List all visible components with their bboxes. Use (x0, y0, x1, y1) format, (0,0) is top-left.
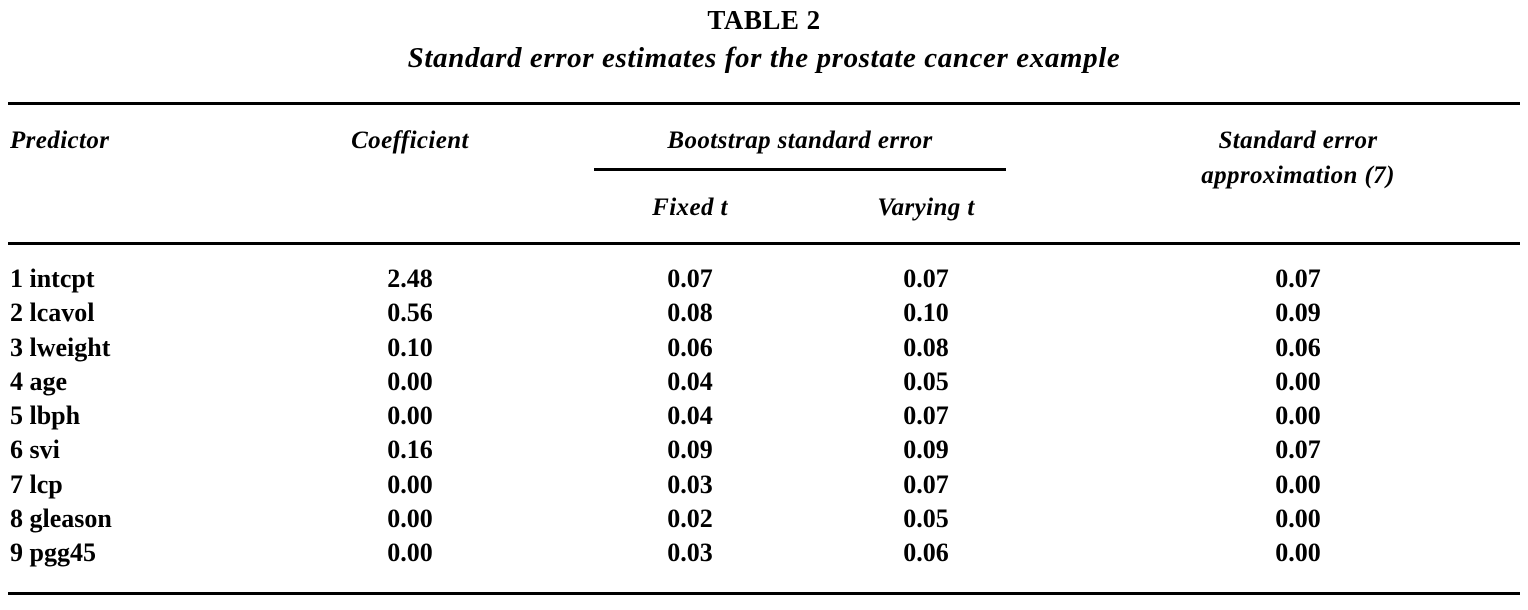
fixed-t-cell: 0.07 (667, 264, 713, 293)
approximation-cell: 0.00 (1275, 504, 1321, 534)
header-rule (8, 242, 1520, 245)
table-row: 4 age 0.00 0.04 0.05 0.00 (0, 365, 1528, 399)
predictor-cell: 3 lweight (10, 332, 111, 362)
approximation-cell: 0.00 (1275, 366, 1321, 396)
approximation-cell: 0.00 (1275, 469, 1321, 499)
coefficient-cell: 0.00 (387, 401, 433, 431)
bottom-rule (8, 592, 1520, 595)
table-body: 1 intcpt 2.48 0.07 0.07 0.07 2 lcavol 0.… (0, 262, 1528, 571)
fixed-t-cell: 0.04 (667, 401, 713, 431)
approximation-cell: 0.00 (1275, 401, 1321, 431)
fixed-t-cell: 0.08 (667, 298, 713, 328)
fixed-t-cell: 0.03 (667, 538, 713, 568)
table-row: 5 lbph 0.00 0.04 0.07 0.00 (0, 399, 1528, 433)
table-row: 9 pgg45 0.00 0.03 0.06 0.00 (0, 536, 1528, 570)
varying-t-cell: 0.05 (903, 366, 949, 396)
predictor-cell: 5 lbph (10, 401, 81, 431)
predictor-cell: 1 intcpt (10, 264, 95, 293)
coefficient-cell: 0.56 (387, 298, 433, 328)
header-varying-t: Varying t (877, 194, 975, 221)
header-bootstrap-group: Bootstrap standard error (667, 127, 933, 154)
predictor-cell: 2 lcavol (10, 298, 95, 328)
coefficient-cell: 0.10 (387, 332, 433, 362)
table-row: 6 svi 0.16 0.09 0.09 0.07 (0, 433, 1528, 467)
coefficient-cell: 0.00 (387, 469, 433, 499)
table-caption: Standard error estimates for the prostat… (407, 42, 1121, 74)
header-coefficient: Coefficient (351, 127, 469, 154)
varying-t-cell: 0.07 (903, 469, 949, 499)
predictor-cell: 7 lcp (10, 469, 63, 499)
varying-t-cell: 0.08 (903, 332, 949, 362)
coefficient-cell: 0.00 (387, 366, 433, 396)
table-label: TABLE 2 (707, 5, 821, 35)
coefficient-cell: 0.16 (387, 435, 433, 465)
table-row: 1 intcpt 2.48 0.07 0.07 0.07 (0, 262, 1528, 296)
fixed-t-cell: 0.04 (667, 366, 713, 396)
header-approximation-line2: approximation (7) (1201, 162, 1395, 189)
top-rule (8, 102, 1520, 105)
bootstrap-span-rule (594, 168, 1006, 171)
predictor-cell: 8 gleason (10, 504, 112, 534)
fixed-t-cell: 0.03 (667, 469, 713, 499)
varying-t-cell: 0.06 (903, 538, 949, 568)
fixed-t-cell: 0.02 (667, 504, 713, 534)
varying-t-cell: 0.10 (903, 298, 949, 328)
table-row: 2 lcavol 0.56 0.08 0.10 0.09 (0, 296, 1528, 330)
approximation-cell: 0.07 (1275, 435, 1321, 465)
coefficient-cell: 2.48 (387, 264, 433, 293)
approximation-cell: 0.00 (1275, 538, 1321, 568)
approximation-cell: 0.07 (1275, 264, 1321, 293)
predictor-cell: 6 svi (10, 435, 60, 465)
fixed-t-cell: 0.09 (667, 435, 713, 465)
coefficient-cell: 0.00 (387, 538, 433, 568)
predictor-cell: 4 age (10, 366, 68, 396)
approximation-cell: 0.09 (1275, 298, 1321, 328)
header-predictor: Predictor (10, 127, 110, 154)
approximation-cell: 0.06 (1275, 332, 1321, 362)
table-row: 3 lweight 0.10 0.06 0.08 0.06 (0, 331, 1528, 365)
header-fixed-t: Fixed t (652, 194, 728, 221)
fixed-t-cell: 0.06 (667, 332, 713, 362)
coefficient-cell: 0.00 (387, 504, 433, 534)
varying-t-cell: 0.09 (903, 435, 949, 465)
table-row: 8 gleason 0.00 0.02 0.05 0.00 (0, 502, 1528, 536)
header-approximation-line1: Standard error (1218, 127, 1378, 154)
predictor-cell: 9 pgg45 (10, 538, 96, 568)
varying-t-cell: 0.07 (903, 264, 949, 293)
varying-t-cell: 0.07 (903, 401, 949, 431)
table-row: 7 lcp 0.00 0.03 0.07 0.00 (0, 468, 1528, 502)
varying-t-cell: 0.05 (903, 504, 949, 534)
